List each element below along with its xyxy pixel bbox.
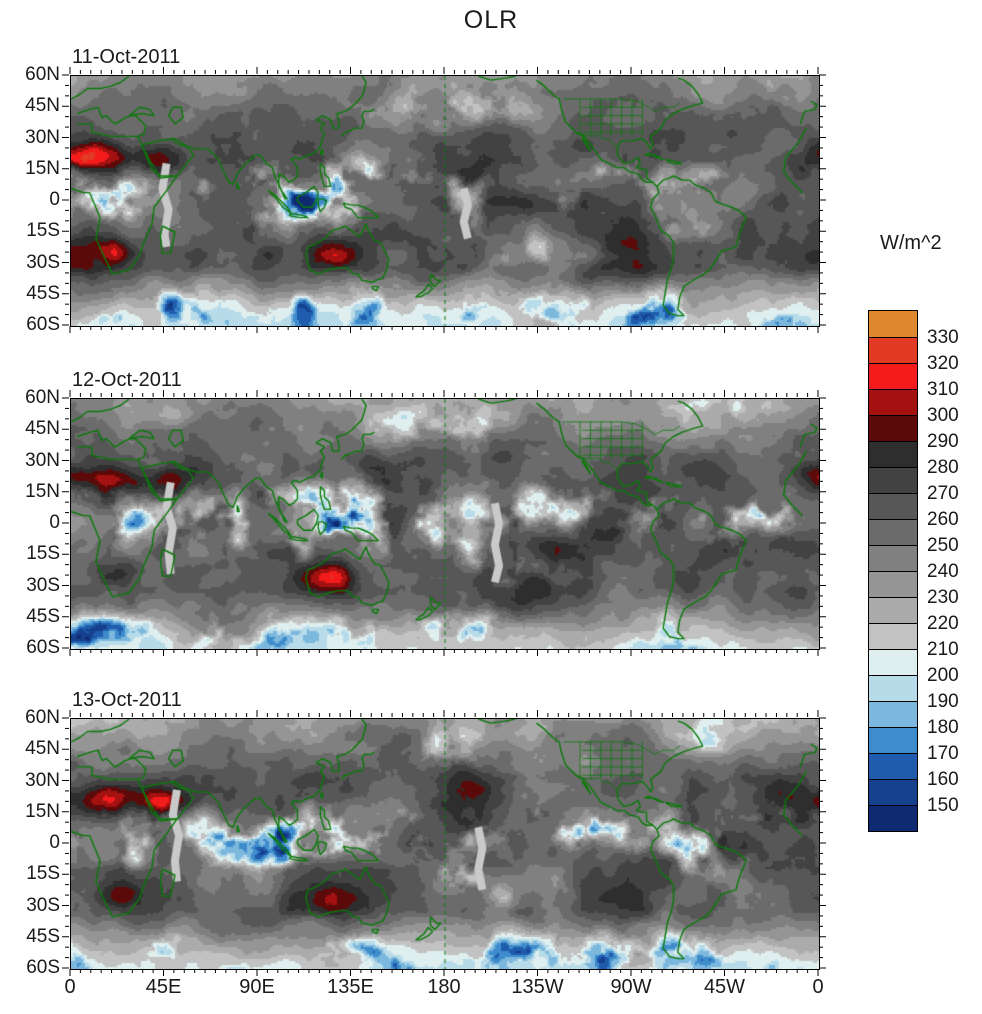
- lat-tick-label: 30N: [25, 126, 60, 148]
- lat-tick-label: 45S: [26, 282, 60, 304]
- lat-tick-label: 0: [49, 832, 60, 853]
- colorbar-tick-label: 190: [927, 691, 959, 712]
- olr-map-canvas-1: [70, 75, 820, 327]
- colorbar-tick-label: 270: [927, 483, 959, 504]
- axis-ticks: [62, 67, 826, 333]
- lat-tick-label: 0: [49, 189, 60, 210]
- colorbar-tick-label: 300: [927, 405, 959, 426]
- lat-tick-label: 45S: [26, 925, 60, 947]
- colorbar-tick-label: 230: [927, 587, 959, 608]
- colorbar-box: [869, 571, 917, 597]
- colorbar-box: [869, 597, 917, 623]
- colorbar-tick-label: 200: [927, 665, 959, 686]
- map-panel-2: 12-Oct-2011 60N 45N 30N 15N 0 15S 30S 45S 60S: [25, 369, 826, 658]
- colorbar-box: [869, 779, 917, 805]
- lat-tick-label: 30S: [26, 894, 60, 916]
- lat-tick-label: 60S: [26, 637, 60, 658]
- lat-tick-label: 60S: [26, 314, 60, 335]
- axis-ticks: [62, 710, 826, 976]
- colorbar-tick-label: 150: [927, 795, 959, 816]
- colorbar-box: [869, 649, 917, 675]
- lat-tick-label: 45S: [26, 605, 60, 627]
- colorbar-tick-label: 180: [927, 717, 959, 738]
- lat-tick-label: 45N: [25, 418, 60, 440]
- colorbar-tick-label: 280: [927, 457, 959, 478]
- panel-date-label: 13-Oct-2011: [72, 689, 182, 711]
- colorbar-box: [869, 311, 917, 337]
- colorbar-tick-label: 220: [927, 613, 959, 634]
- lon-axis-labels: 0 45E 90E 135E 180 135W 90W 45W 0: [64, 976, 823, 1002]
- colorbar-box: [869, 337, 917, 363]
- lon-tick-label: 0: [64, 976, 76, 998]
- lat-tick-label: 30S: [26, 251, 60, 273]
- colorbar-tick-label: 330: [927, 327, 959, 348]
- lat-tick-label: 45N: [25, 738, 60, 760]
- lat-tick-label: 60N: [25, 707, 60, 728]
- colorbar-box: [869, 701, 917, 727]
- lon-tick-label: 180: [427, 976, 461, 998]
- colorbar-box: [869, 519, 917, 545]
- lat-tick-label: 30S: [26, 574, 60, 596]
- colorbar-tick-label: 210: [927, 639, 959, 660]
- colorbar-box: [869, 623, 917, 649]
- colorbar: 330 320 310 300 290 280 270 260 250 240 230 220 210 2…: [868, 310, 959, 832]
- lon-tick-label: 0: [812, 976, 824, 998]
- lon-tick-label: 135W: [511, 976, 564, 998]
- lat-tick-label: 45N: [25, 95, 60, 117]
- olr-map-canvas-3: [70, 718, 820, 970]
- colorbar-box: [869, 415, 917, 441]
- colorbar-box: [869, 493, 917, 519]
- lat-tick-label: 15S: [26, 220, 60, 242]
- panel-date-label: 12-Oct-2011: [72, 369, 182, 391]
- colorbar-tick-label: 310: [927, 379, 959, 400]
- map-panel-3: 13-Oct-2011 60N 45N 30N 15N 0 15S 30S 45S 60S: [25, 689, 826, 978]
- lat-tick-label: 15S: [26, 863, 60, 885]
- colorbar-box: [869, 675, 917, 701]
- lon-tick-label: 45W: [703, 976, 746, 998]
- lon-tick-label: 45E: [145, 976, 182, 998]
- lat-tick-label: 60N: [25, 387, 60, 408]
- lat-tick-label: 15S: [26, 543, 60, 565]
- lat-tick-label: 15N: [25, 157, 60, 179]
- map-panel-1: 11-Oct-2011 60N 45N 30N 15N 0 15S 30S 45S 60S: [25, 46, 826, 335]
- lat-tick-label: 15N: [25, 480, 60, 502]
- lon-tick-label: 90E: [239, 976, 275, 998]
- colorbar-box: [869, 805, 917, 831]
- colorbar-box: [869, 441, 917, 467]
- colorbar-box: [869, 389, 917, 415]
- colorbar-box: [869, 753, 917, 779]
- lat-tick-label: 15N: [25, 800, 60, 822]
- colorbar-tick-label: 320: [927, 353, 959, 374]
- colorbar-tick-label: 160: [927, 769, 959, 790]
- lon-tick-label: 135E: [327, 976, 374, 998]
- lat-tick-label: 30N: [25, 769, 60, 791]
- colorbar-tick-label: 250: [927, 535, 959, 556]
- lat-tick-label: 60N: [25, 64, 60, 85]
- axis-ticks: [62, 390, 826, 656]
- olr-map-canvas-2: [70, 398, 820, 650]
- colorbar-tick-label: 240: [927, 561, 959, 582]
- lon-tick-label: 90W: [610, 976, 652, 998]
- colorbar-tick-label: 260: [927, 509, 959, 530]
- colorbar-box: [869, 467, 917, 493]
- lat-tick-label: 30N: [25, 449, 60, 471]
- colorbar-box: [869, 727, 917, 753]
- panel-date-label: 11-Oct-2011: [72, 46, 181, 68]
- lat-tick-label: 60S: [26, 957, 60, 978]
- colorbar-box: [869, 545, 917, 571]
- colorbar-box: [869, 363, 917, 389]
- colorbar-tick-label: 170: [927, 743, 959, 764]
- colorbar-units-label: W/m^2: [880, 232, 942, 254]
- figure-title: OLR: [463, 6, 519, 34]
- colorbar-tick-label: 290: [927, 431, 959, 452]
- lat-tick-label: 0: [49, 512, 60, 533]
